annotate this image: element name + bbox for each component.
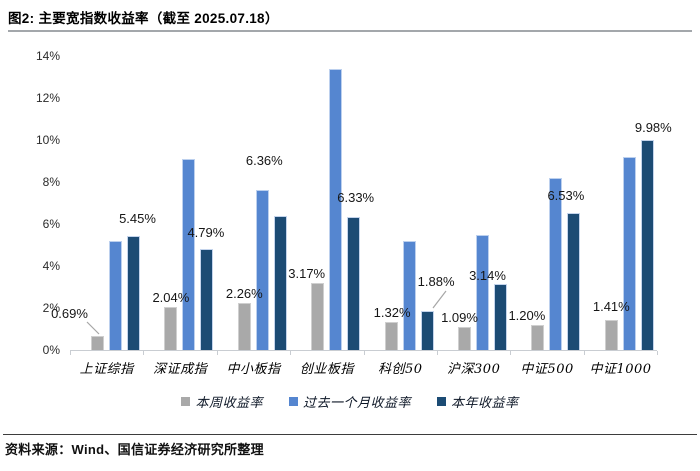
bar-month-2	[255, 190, 269, 350]
bar-week-3	[311, 283, 325, 350]
leader-line	[86, 321, 100, 335]
legend-item-week: 本周收益率	[181, 392, 263, 411]
legend-item-year: 本年收益率	[437, 392, 519, 411]
x-axis-tick	[216, 351, 218, 355]
legend-label: 本周收益率	[195, 396, 263, 411]
data-label-week-4: 1.32%	[373, 305, 411, 321]
x-category-label-7: 中证1000	[589, 362, 652, 377]
x-axis-tick	[583, 351, 585, 355]
bar-month-3	[329, 68, 343, 350]
data-label-week-0: 0.69%	[51, 305, 88, 321]
x-axis-tick	[510, 351, 512, 355]
data-label-year-7: 9.98%	[634, 120, 672, 136]
bar-week-4	[384, 322, 398, 350]
bar-month-5	[476, 234, 489, 350]
x-axis-tick	[143, 351, 145, 355]
x-category-label-6: 中证500	[520, 362, 574, 377]
leader-line	[432, 290, 447, 309]
x-category-label-0: 上证综指	[79, 362, 134, 377]
bar-year-2	[273, 216, 287, 350]
data-label-year-2: 6.36%	[245, 153, 283, 169]
y-axis-tick-label: 6%	[42, 217, 60, 231]
bar-year-6	[567, 212, 581, 350]
y-axis-tick-label: 2%	[42, 301, 60, 315]
footer-divider	[3, 434, 697, 435]
bar-week-1	[164, 307, 178, 350]
data-label-year-4: 1.88%	[417, 273, 455, 289]
x-axis-tick	[290, 351, 292, 355]
x-category-label-5: 沪深300	[447, 362, 501, 377]
bar-year-5	[494, 284, 507, 350]
legend-swatch-icon	[437, 397, 446, 406]
legend-item-month: 过去一个月收益率	[288, 392, 411, 411]
figure-title: 图2: 主要宽指数收益率（截至 2025.07.18）	[8, 11, 279, 26]
y-axis-tick-label: 10%	[35, 133, 60, 147]
legend-swatch-icon	[181, 397, 191, 406]
bar-week-0	[91, 335, 104, 350]
data-label-week-6: 1.20%	[508, 307, 546, 323]
bar-year-4	[420, 310, 434, 350]
bar-month-0	[109, 240, 122, 350]
bar-year-3	[347, 217, 361, 350]
legend-label: 过去一个月收益率	[302, 396, 411, 411]
source-note: 资料来源：Wind、国信证券经济研究所整理	[5, 442, 264, 457]
x-axis-tick	[363, 351, 365, 355]
data-label-year-3: 6.33%	[337, 190, 375, 206]
data-label-week-1: 2.04%	[152, 290, 190, 306]
x-category-label-3: 创业板指	[299, 362, 354, 377]
chart-legend: 本周收益率 过去一个月收益率 本年收益率	[0, 392, 700, 411]
bar-month-6	[549, 177, 563, 350]
data-label-week-5: 1.09%	[441, 310, 478, 326]
data-label-week-3: 3.17%	[288, 266, 326, 282]
title-divider	[8, 30, 692, 32]
x-axis-line	[70, 350, 658, 351]
data-label-year-5: 3.14%	[469, 268, 506, 284]
bar-week-2	[237, 302, 251, 350]
x-category-label-1: 深证成指	[153, 362, 208, 377]
x-category-label-2: 中小板指	[226, 362, 281, 377]
bar-month-1	[182, 158, 196, 350]
bar-year-7	[640, 140, 654, 350]
x-axis-tick	[437, 351, 438, 355]
y-axis-tick-label: 14%	[35, 49, 60, 63]
data-label-year-0: 5.45%	[119, 210, 156, 226]
x-category-label-4: 科创50	[378, 362, 423, 377]
y-axis-tick-label: 12%	[35, 91, 60, 105]
y-axis-tick-label: 8%	[42, 175, 60, 189]
bar-year-1	[200, 249, 214, 350]
y-axis-tick-label: 0%	[42, 343, 60, 357]
legend-swatch-icon	[288, 397, 298, 406]
bar-month-7	[622, 156, 636, 350]
bar-week-6	[531, 324, 545, 350]
data-label-week-2: 2.26%	[225, 285, 263, 301]
data-label-year-6: 6.53%	[547, 187, 585, 203]
bar-year-0	[127, 235, 140, 350]
data-label-year-1: 4.79%	[187, 225, 225, 241]
x-axis-tick	[70, 351, 71, 355]
bar-week-5	[458, 327, 471, 350]
x-axis-tick	[657, 351, 659, 355]
y-axis-tick-label: 4%	[42, 259, 60, 273]
bar-week-7	[604, 320, 618, 350]
legend-label: 本年收益率	[451, 396, 519, 411]
data-label-week-7: 1.41%	[592, 299, 630, 315]
bar-month-4	[402, 240, 416, 350]
